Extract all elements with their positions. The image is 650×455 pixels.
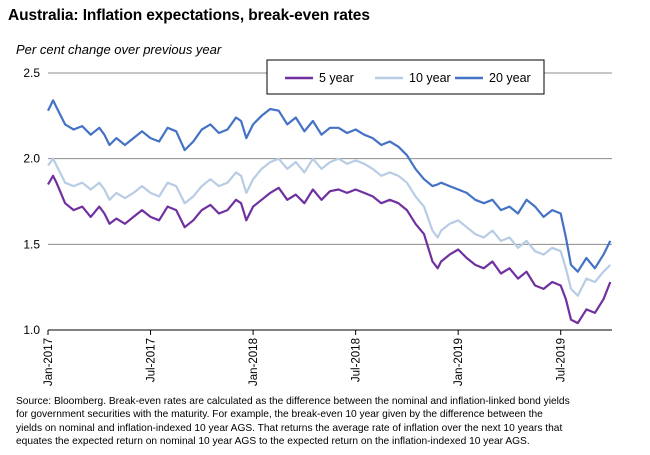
source-line: yields on nominal and inflation-indexed …: [16, 422, 563, 434]
x-tick-label: Jan-2019: [453, 338, 465, 386]
break-even-line-chart: 1.0 1.5 2.0 2.5 Jan-2017 Jul-2017 Jan-2018 Jul-…: [23, 59, 612, 386]
series-line-5-year: [47, 174, 612, 325]
source-line: Source: Bloomberg. Break-even rates are …: [16, 396, 570, 407]
source-line: equates the expected return on nominal 1…: [16, 436, 530, 448]
series-line-10-year: [47, 157, 612, 297]
legend-box: [266, 59, 545, 95]
x-tick-label: Jan-2017: [43, 338, 55, 386]
legend-entry-10-year: 10 year: [409, 71, 451, 85]
y-axis-unit-label: Per cent change over previous year: [16, 42, 222, 57]
x-tick-label: Jul-2018: [351, 338, 363, 382]
y-tick-label: 1.0: [23, 323, 40, 337]
x-tick-label: Jan-2018: [248, 338, 260, 386]
legend-entry-20-year: 20 year: [489, 71, 531, 85]
legend-entry-5-year: 5 year: [319, 71, 354, 85]
source-note: Source: Bloomberg. Break-even rates are …: [16, 395, 636, 449]
x-tick-label: Jul-2017: [146, 338, 158, 382]
y-tick-label: 2.0: [23, 152, 40, 166]
x-tick-label: Jul-2019: [556, 338, 568, 382]
y-tick-label: 1.5: [23, 237, 40, 251]
chart-title: Australia: Inflation expectations, break…: [8, 7, 370, 24]
series-line-20-year: [47, 99, 612, 273]
source-line: for government securities with the matur…: [16, 409, 543, 421]
y-tick-label: 2.5: [23, 66, 40, 80]
